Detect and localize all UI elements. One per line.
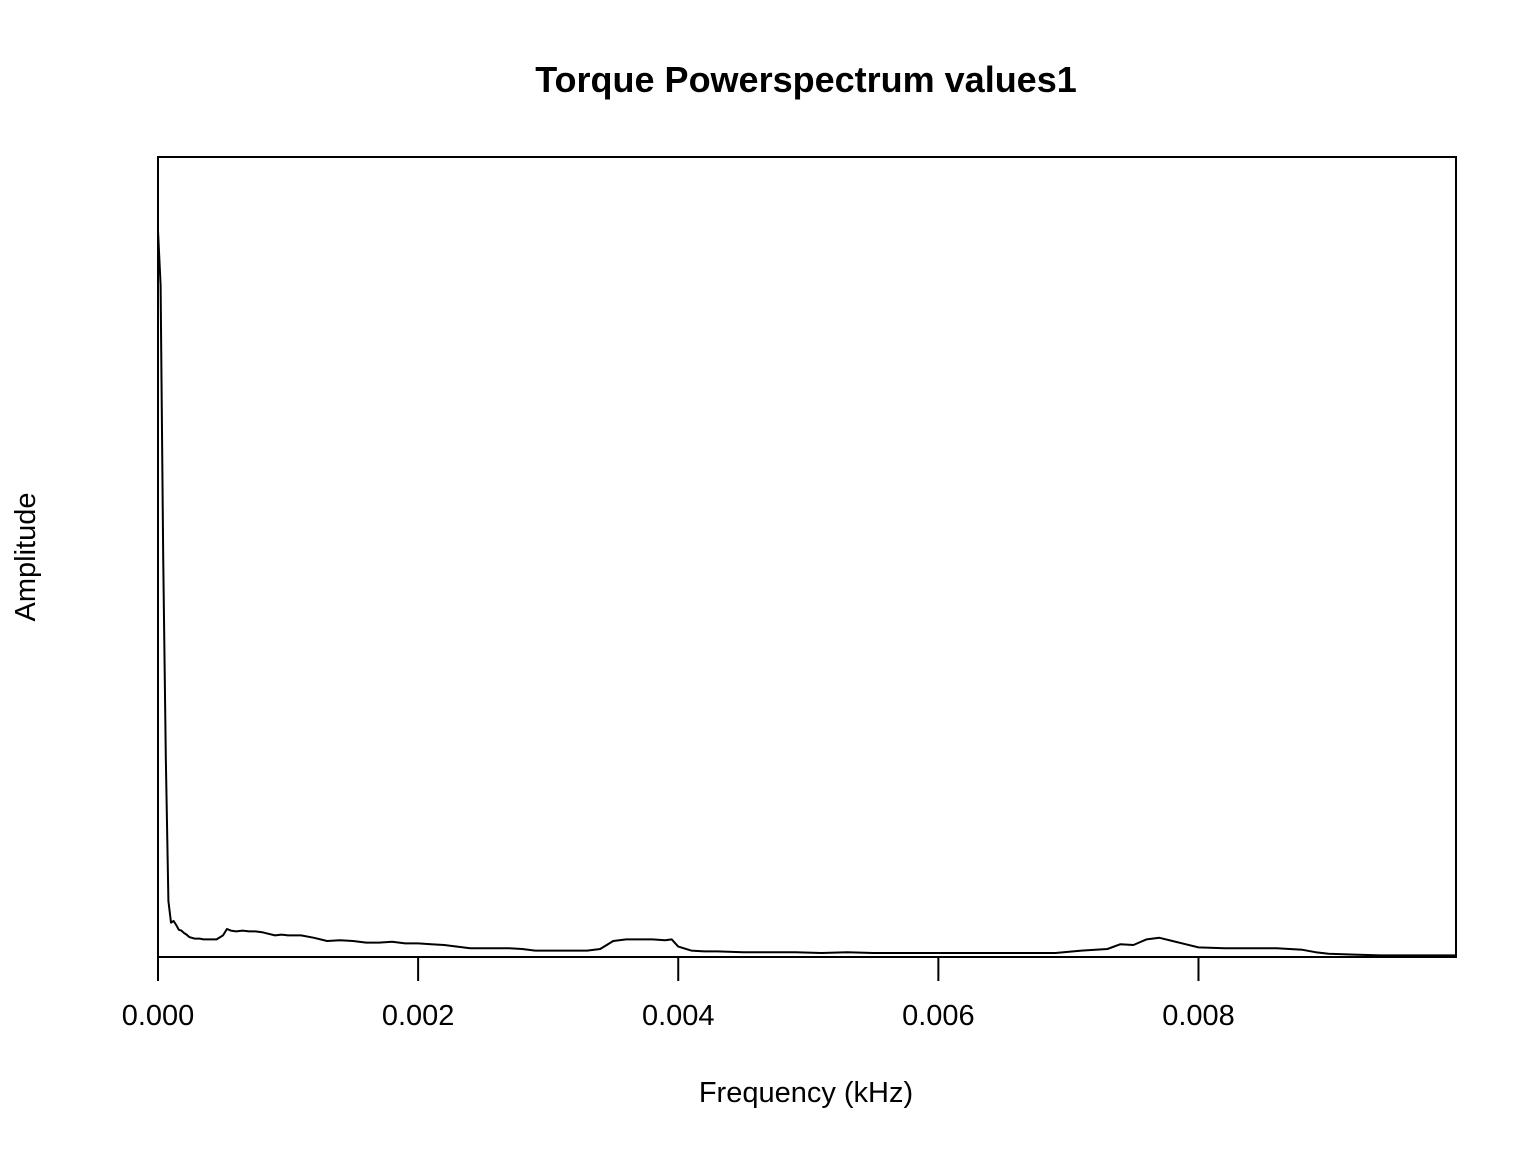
x-tick-label: 0.004 xyxy=(642,1000,715,1032)
chart-title: Torque Powerspectrum values1 xyxy=(535,59,1077,100)
x-axis-label: Frequency (kHz) xyxy=(699,1077,913,1109)
x-tick-label: 0.002 xyxy=(382,1000,455,1032)
series-line-0 xyxy=(157,230,1456,957)
x-tick-label: 0.008 xyxy=(1162,1000,1235,1032)
series-layer xyxy=(157,230,1456,957)
y-axis-label: Amplitude xyxy=(10,493,42,622)
x-axis: 0.000 0.002 0.004 0.006 0.008 xyxy=(122,956,1235,1032)
x-tick-label: 0.006 xyxy=(902,1000,975,1032)
x-tick-label: 0.000 xyxy=(122,1000,195,1032)
